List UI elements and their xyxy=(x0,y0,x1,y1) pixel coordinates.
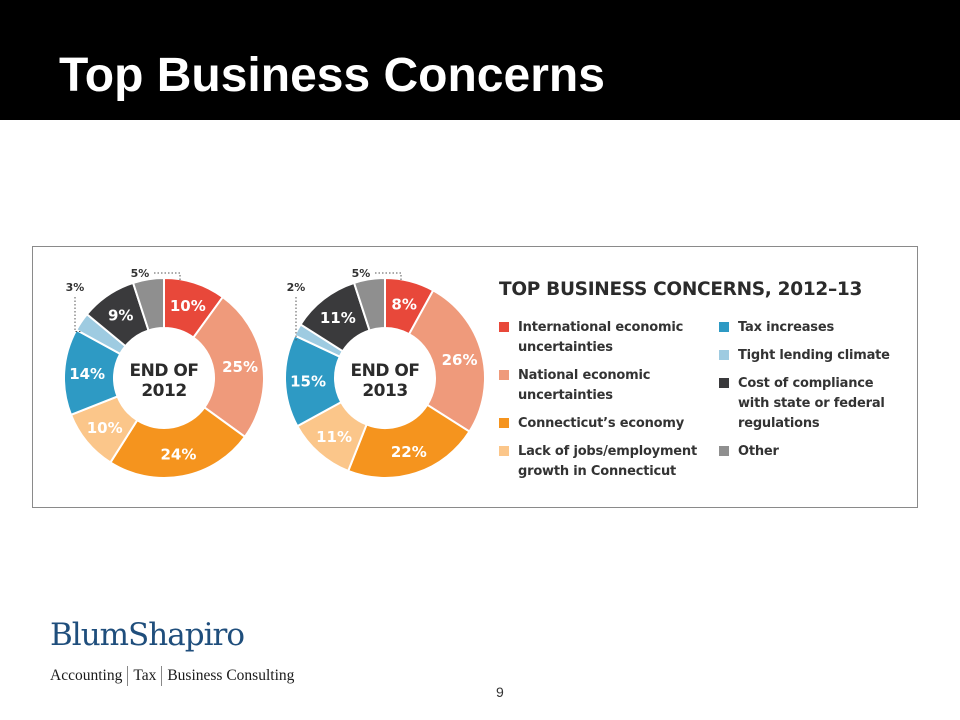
slice-label: 25% xyxy=(222,358,258,376)
donut-slice xyxy=(346,403,471,479)
legend-label: Cost of compliance with state or federal… xyxy=(738,376,885,431)
callout-leader xyxy=(295,297,298,341)
legend-swatch xyxy=(499,370,509,380)
legend-swatch xyxy=(499,322,509,332)
logo-separator xyxy=(161,666,163,686)
legend-item: International economic uncertainties xyxy=(499,318,683,358)
legend-item: Cost of compliance with state or federal… xyxy=(719,374,885,434)
legend-item: Connecticut’s economy xyxy=(499,414,684,434)
legend-label: Other xyxy=(738,444,779,459)
legend-swatch xyxy=(719,378,729,388)
legend-swatch xyxy=(719,446,729,456)
callout-label: 5% xyxy=(352,267,371,280)
donut-slice xyxy=(352,276,386,332)
logo-tagline-tax: Tax xyxy=(133,667,157,684)
donut-center-label: 2013 xyxy=(362,381,407,401)
page-number: 9 xyxy=(496,684,504,700)
slice-label: 10% xyxy=(170,297,206,315)
slice-label: 11% xyxy=(316,428,352,446)
legend-label: Connecticut’s economy xyxy=(518,416,685,431)
title-bar: Top Business Concerns xyxy=(0,0,960,120)
legend-label: National economic uncertainties xyxy=(518,368,651,403)
legend-label: International economic uncertainties xyxy=(518,320,684,355)
donut-slice xyxy=(131,276,165,332)
legend-item: Other xyxy=(719,442,779,462)
slice-label: 22% xyxy=(391,443,427,461)
slice-label: 9% xyxy=(108,306,133,324)
callout-leader xyxy=(375,272,402,282)
logo-tagline-consulting: Business Consulting xyxy=(167,667,295,684)
donut-charts: 10%25%24%10%14%3%9%5%END OF20128%26%22%1… xyxy=(63,267,486,479)
legend-label: Lack of jobs/employment growth in Connec… xyxy=(518,444,697,479)
logo-name: BlumShapiro xyxy=(50,617,245,653)
legend-item: Tax increases xyxy=(719,318,834,338)
chart-title: TOP BUSINESS CONCERNS, 2012–13 xyxy=(499,279,863,300)
legend-item: Lack of jobs/employment growth in Connec… xyxy=(499,442,697,482)
slice-label: 8% xyxy=(391,295,416,313)
legend-swatch xyxy=(719,350,729,360)
callout-label: 3% xyxy=(66,281,85,294)
logo-tagline-accounting: Accounting xyxy=(50,667,123,684)
legend-item: National economic uncertainties xyxy=(499,366,650,406)
legend-swatch xyxy=(499,446,509,456)
slice-label: 11% xyxy=(320,309,356,327)
slice-label: 14% xyxy=(69,365,105,383)
logo-tagline: Accounting Tax Business Consulting xyxy=(50,666,294,686)
donut-center-label: 2012 xyxy=(141,381,186,401)
slice-label: 15% xyxy=(290,372,326,390)
slice-label: 10% xyxy=(87,419,123,437)
legend-swatch xyxy=(499,418,509,428)
legend-label: Tight lending climate xyxy=(738,348,890,363)
chart-frame: 10% 25% 24% 10% 14% 3% 9% 5% END OF 2012 8% 26% 22% 1… xyxy=(32,246,918,508)
blumshapiro-logo: BlumShapiro Accounting Tax Business Cons… xyxy=(50,617,294,692)
legend-swatch xyxy=(719,322,729,332)
legend-item: Tight lending climate xyxy=(719,346,890,366)
slide-title: Top Business Concerns xyxy=(59,49,605,102)
donut-center-label: END OF xyxy=(130,361,199,381)
donut-slice xyxy=(109,405,247,479)
callout-label: 5% xyxy=(131,267,150,280)
callout-leader xyxy=(154,272,181,282)
slice-label: 24% xyxy=(160,446,196,464)
donut-slice xyxy=(191,295,265,439)
slice-label: 26% xyxy=(442,351,478,369)
callout-leader xyxy=(74,297,82,333)
callout-label: 2% xyxy=(287,281,306,294)
logo-separator xyxy=(127,666,129,686)
donut-center-label: END OF xyxy=(351,361,420,381)
donut-slice xyxy=(407,289,486,433)
legend-label: Tax increases xyxy=(738,320,834,335)
